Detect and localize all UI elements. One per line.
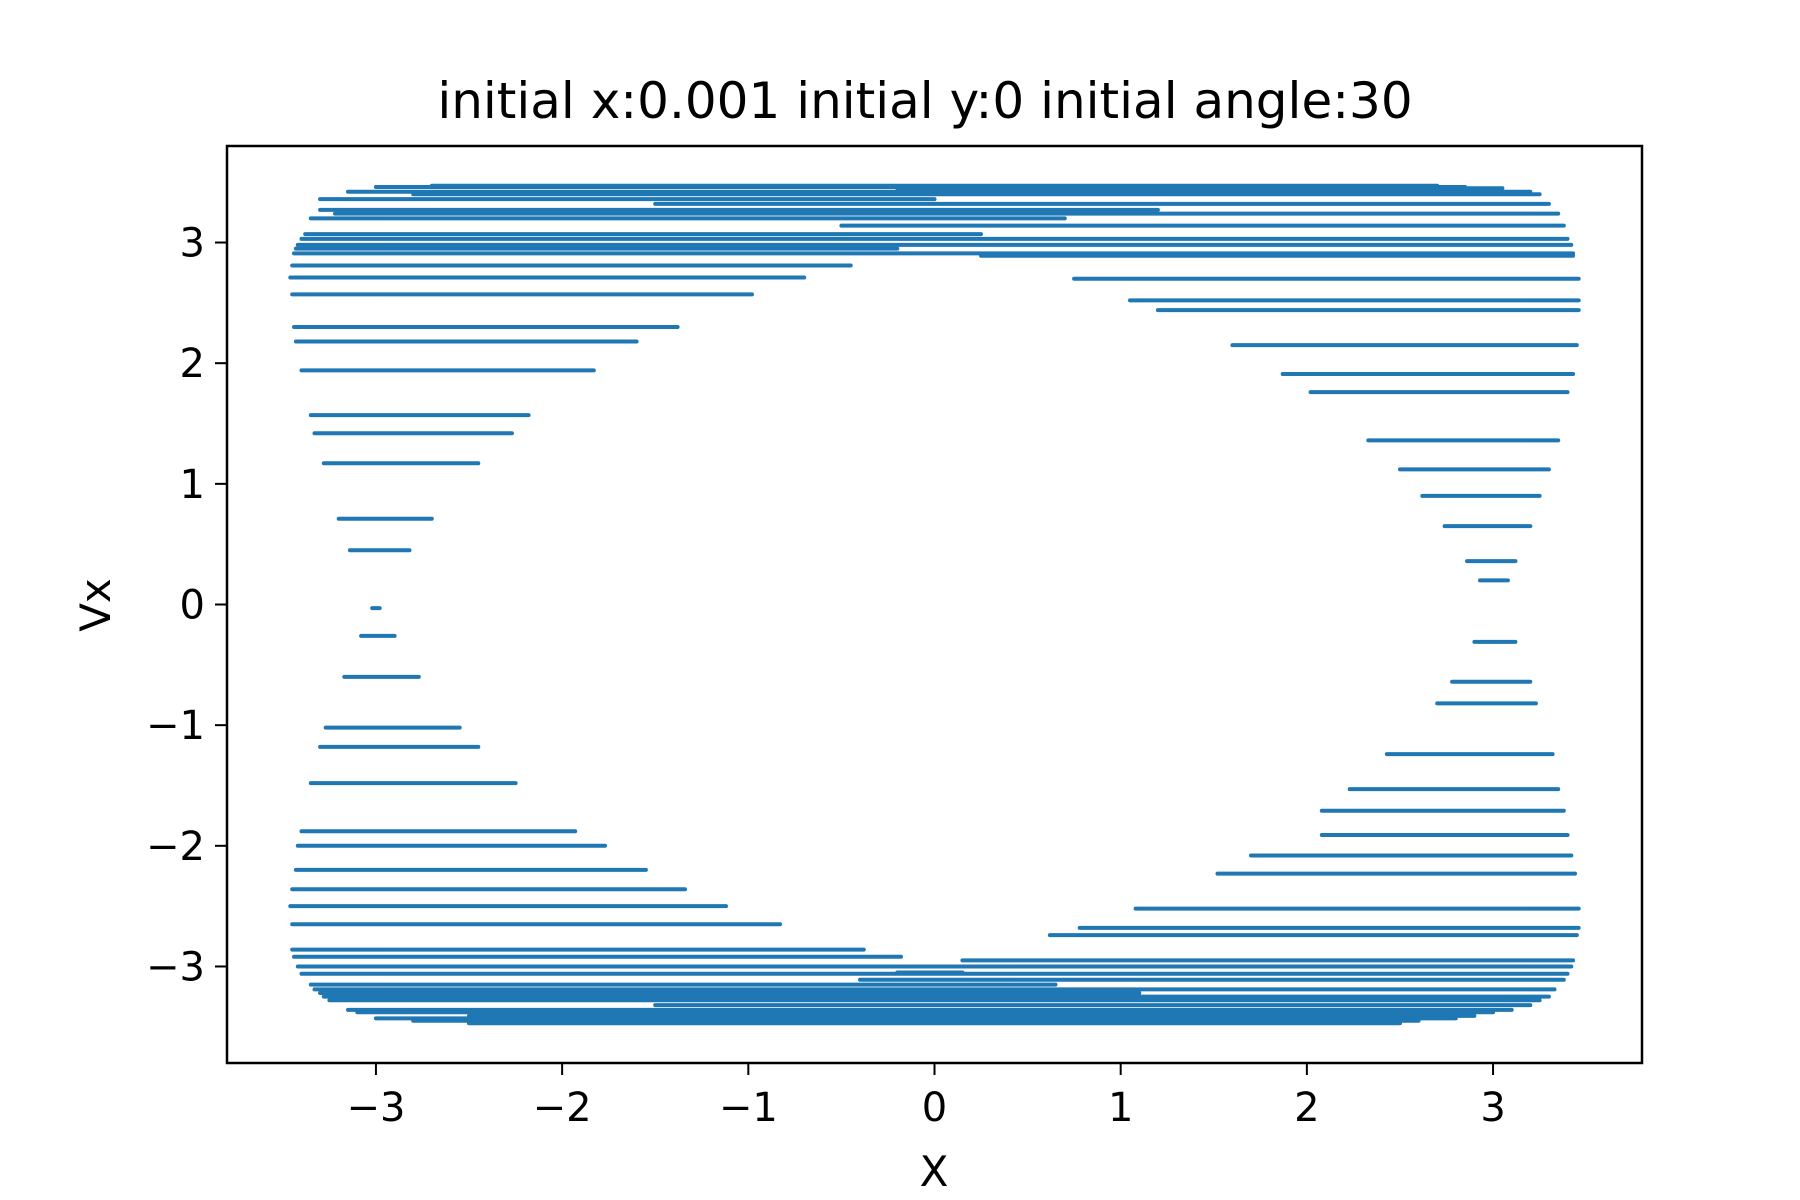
- y-tick-label: −2: [146, 824, 205, 870]
- y-tick-label: 0: [180, 583, 205, 629]
- y-tick-label: 2: [180, 341, 205, 387]
- x-tick-label: −3: [346, 1085, 405, 1131]
- x-tick-label: 2: [1294, 1085, 1319, 1131]
- chart-title: initial x:0.001 initial y:0 initial angl…: [437, 72, 1412, 130]
- y-axis-label: Vx: [71, 578, 120, 632]
- data-marks: [288, 183, 1581, 1026]
- y-tick-label: 1: [180, 462, 205, 508]
- x-axis-ticks: −3 −2 −1 0 1 2 3: [346, 1063, 1506, 1131]
- y-tick-label: −3: [146, 944, 205, 990]
- y-tick-label: 3: [180, 221, 205, 267]
- x-tick-label: −1: [719, 1085, 778, 1131]
- x-tick-label: 1: [1108, 1085, 1133, 1131]
- x-tick-label: 0: [922, 1085, 947, 1131]
- x-tick-label: −2: [533, 1085, 592, 1131]
- y-tick-label: −1: [146, 703, 205, 749]
- y-axis-ticks: −3 −2 −1 0 1 2 3: [146, 221, 227, 990]
- x-tick-label: 3: [1480, 1085, 1505, 1131]
- x-axis-label: X: [920, 1147, 949, 1196]
